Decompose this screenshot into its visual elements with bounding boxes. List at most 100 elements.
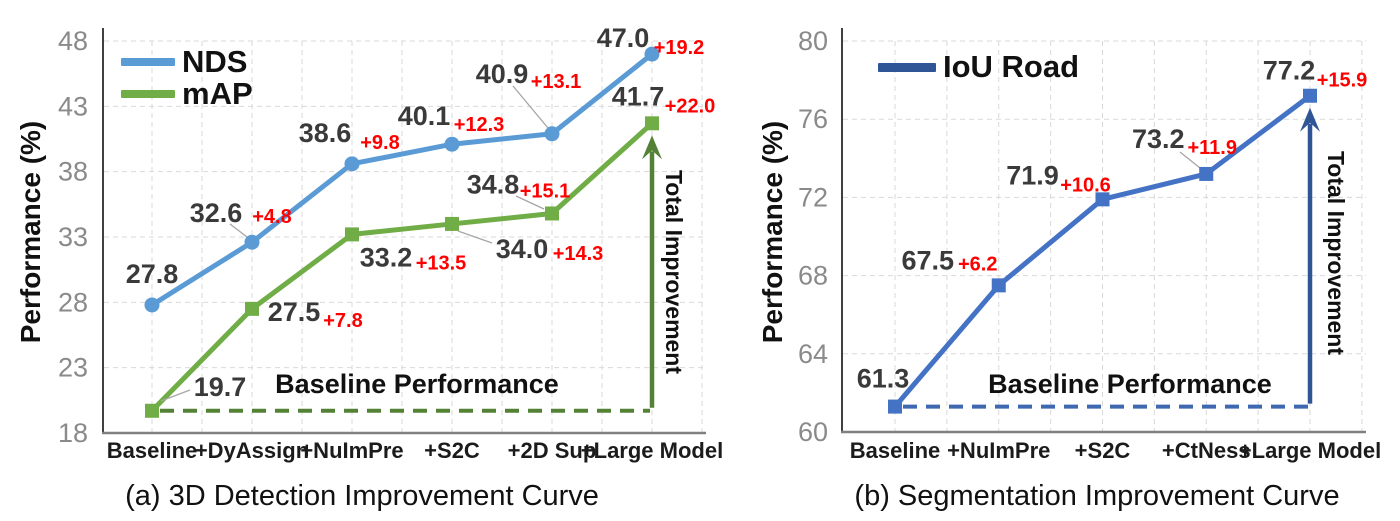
value-label: 34.0 (496, 234, 549, 264)
value-label: 34.8 (467, 169, 520, 199)
iou-road-label: IoU Road (943, 49, 1080, 84)
value-label: 27.8 (126, 259, 179, 289)
y-tick-label: 33 (58, 222, 88, 252)
label-leader-line (1179, 151, 1201, 169)
data-point[interactable] (545, 206, 559, 221)
data-point[interactable] (444, 136, 460, 152)
value-label: 77.2 (1263, 56, 1316, 86)
x-tick-label: +S2C (424, 438, 480, 463)
delta-label: +13.1 (531, 71, 582, 93)
delta-label: +10.6 (1060, 174, 1111, 196)
x-tick-label: +2D Sup (508, 438, 597, 463)
x-tick-label: +Large Model (1239, 438, 1381, 463)
y-axis-title-detection: Performance (%) (15, 120, 46, 344)
label-leader-line (160, 389, 191, 402)
data-point[interactable] (345, 227, 359, 242)
x-tick-label: +NuImPre (947, 438, 1050, 463)
delta-label: +22.0 (665, 95, 716, 117)
x-tick-label: +Large Model (581, 438, 723, 463)
y-tick-label: 18 (58, 418, 88, 448)
legend-item-iou-road: IoU Road (878, 51, 1079, 83)
x-tick-label: +NuImPre (300, 438, 403, 463)
y-tick-label: 28 (58, 287, 88, 317)
y-tick-label: 64 (798, 339, 828, 369)
nds-swatch (121, 58, 175, 66)
series-line-map (150, 121, 654, 413)
data-point[interactable] (344, 156, 360, 172)
y-tick-label: 76 (798, 104, 828, 134)
delta-label: +4.8 (252, 206, 291, 228)
y-tick-label: 60 (798, 417, 828, 447)
value-label: 27.5 (268, 297, 321, 327)
delta-label: +13.5 (416, 252, 467, 274)
map-swatch (121, 90, 175, 98)
y-tick-label: 48 (58, 26, 88, 56)
baseline-performance-label-detection: Baseline Performance (275, 369, 559, 399)
value-label: 33.2 (360, 242, 413, 272)
value-label: 61.3 (857, 364, 910, 394)
chart-1: 61.3 67.5 +6.2 71.9 +10.6 73.2 +11.9 77.2 +15.9 6… (798, 26, 1381, 463)
nds-label: NDS (182, 44, 248, 79)
legend-item-nds: NDS (121, 46, 253, 78)
arrow-head (1300, 107, 1320, 132)
delta-label: +6.2 (958, 253, 997, 275)
data-point[interactable] (544, 126, 560, 142)
legend-detection: NDS mAP (121, 46, 253, 110)
x-tick-label: +CtNess (1162, 438, 1251, 463)
data-point[interactable] (1199, 166, 1214, 181)
total-improvement-label-segmentation: Total Improvement (1323, 150, 1349, 356)
delta-label: +11.9 (1187, 137, 1237, 159)
value-label: 19.7 (194, 372, 247, 402)
y-tick-label: 38 (58, 157, 88, 187)
data-point[interactable] (991, 278, 1006, 293)
label-leader-line (512, 85, 549, 129)
delta-label: +15.9 (1317, 70, 1368, 92)
value-label: 47.0 (597, 23, 650, 53)
data-point[interactable] (244, 234, 260, 250)
data-point[interactable] (245, 301, 259, 316)
y-tick-label: 80 (798, 26, 828, 56)
data-point[interactable] (445, 216, 459, 231)
value-label: 32.6 (190, 198, 243, 228)
label-leader-line (515, 195, 545, 210)
value-label: 38.6 (299, 118, 352, 148)
x-tick-label: +S2C (1075, 438, 1131, 463)
y-tick-label: 72 (798, 182, 828, 212)
x-tick-label: Baseline (850, 438, 941, 463)
chart-0: 27.8 32.6 +4.8 38.6 +9.840.1 +12.3 40.9 +13.1 47… (58, 23, 723, 463)
series-line-nds (150, 52, 654, 308)
delta-label: +19.2 (654, 37, 705, 59)
legend-segmentation: IoU Road (878, 51, 1079, 83)
label-leader-line (457, 230, 493, 244)
delta-label: +7.8 (323, 310, 362, 332)
value-label: 71.9 (1006, 160, 1059, 190)
baseline-performance-label-segmentation: Baseline Performance (988, 369, 1272, 399)
x-tick-label: +DyAssign (195, 438, 309, 463)
y-tick-label: 68 (798, 261, 828, 291)
data-point[interactable] (1095, 192, 1110, 207)
caption-detection: (a) 3D Detection Improvement Curve (125, 480, 599, 512)
total-improvement-label-detection: Total Improvement (661, 169, 687, 375)
data-point[interactable] (888, 399, 902, 414)
data-point[interactable] (144, 297, 160, 313)
value-label: 41.7 (612, 81, 665, 111)
data-point[interactable] (645, 116, 659, 131)
delta-label: +15.1 (520, 180, 571, 202)
x-tick-label: Baseline (107, 438, 198, 463)
data-point[interactable] (145, 403, 159, 418)
data-point[interactable] (1303, 88, 1317, 103)
value-label: 40.9 (476, 59, 529, 89)
value-label: 73.2 (1132, 124, 1185, 154)
value-label: 67.5 (901, 245, 954, 275)
value-label: 40.1 (398, 101, 451, 131)
legend-item-map: mAP (121, 78, 253, 110)
delta-label: +14.3 (553, 243, 604, 265)
y-axis-title-segmentation: Performance (%) (757, 120, 788, 344)
arrow-head (642, 135, 662, 160)
delta-label: +12.3 (454, 114, 505, 136)
iou-road-swatch (878, 62, 936, 72)
label-leader-line (229, 223, 248, 238)
data-point[interactable] (644, 46, 660, 62)
